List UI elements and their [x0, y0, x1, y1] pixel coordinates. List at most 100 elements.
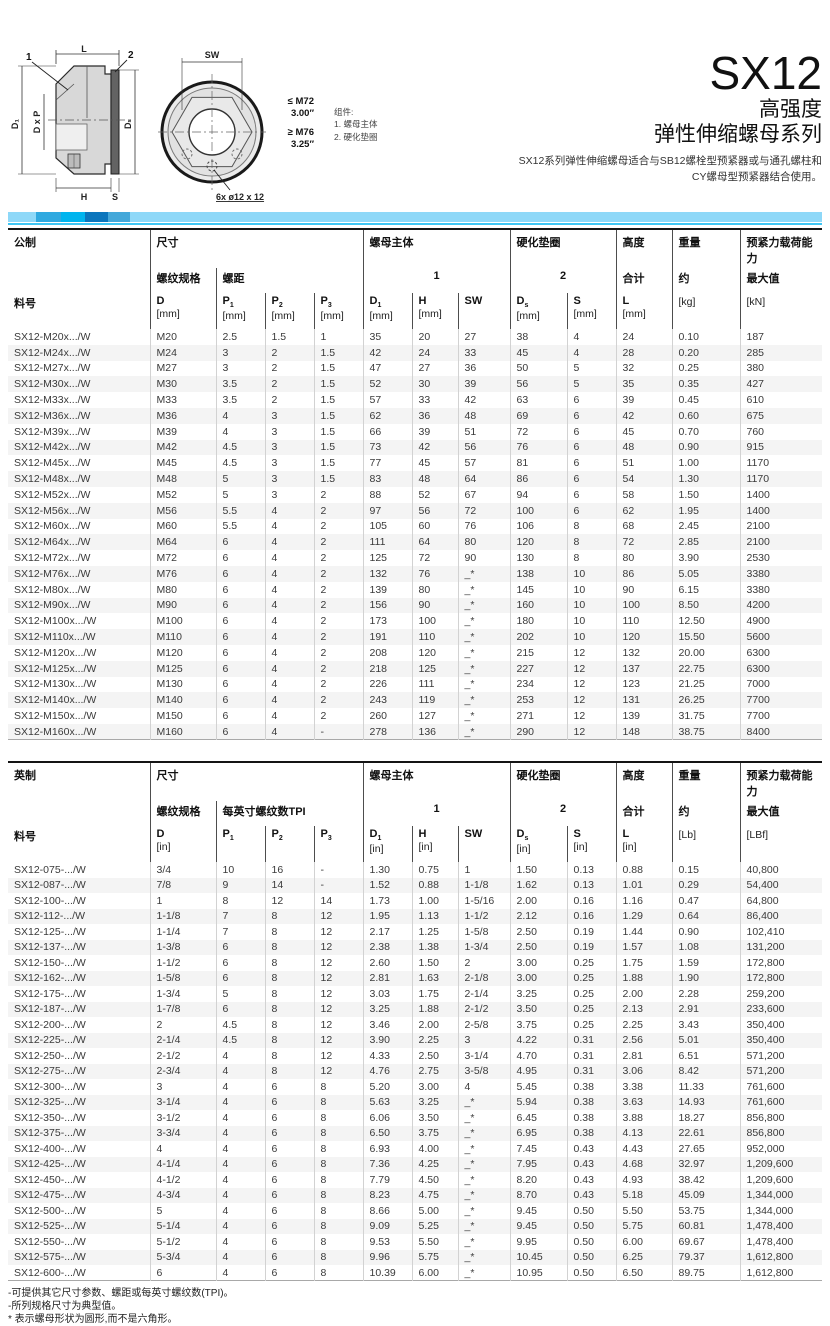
table-cell: 5600 — [746, 631, 770, 644]
table-cell: 51 — [458, 423, 511, 440]
table-cell: 9.45 — [510, 1203, 568, 1219]
table-cell: 127 — [412, 708, 459, 724]
part-number-cell: SX12-M42x.../W — [8, 439, 151, 456]
table-cell: 57 — [363, 392, 413, 408]
table-cell: 8 — [265, 924, 315, 940]
table-cell: _* — [458, 1094, 511, 1111]
column-header-symbol: SW — [458, 293, 511, 329]
table-cell: 39 — [412, 423, 459, 440]
table-cell: 131 — [616, 692, 673, 709]
group-header-nut-body: 螺母主体 — [363, 229, 511, 268]
table-cell: 0.88 — [412, 877, 459, 894]
part-number-cell: SX12-200-.../W — [8, 1017, 151, 1033]
table-cell: 2.85 — [672, 534, 741, 551]
table-cell: 12 — [314, 986, 364, 1002]
table-cell: 1400 — [746, 488, 770, 501]
table-cell: 12 — [314, 970, 364, 987]
table-cell: 0.25 — [567, 986, 617, 1002]
table-cell: 4.00 — [412, 1141, 459, 1157]
table-cell: 3.50 — [412, 1110, 459, 1126]
table-cell: 97 — [363, 502, 413, 519]
table-cell: 2.60 — [363, 955, 413, 971]
table-cell: 160 — [510, 597, 568, 614]
group-header-washer: 硬化垫圈 — [510, 762, 617, 802]
table-cell: 8 — [265, 1017, 315, 1033]
table-cell: 4.13 — [616, 1125, 673, 1142]
table-cell: 218 — [363, 660, 413, 677]
metric-table-section: 公制 尺寸 螺母主体 硬化垫圈 高度 重量 预紧力载荷能力 螺纹规格 螺距 1 2 合计约最大值 料号 D… — [8, 228, 822, 741]
table-cell: 3.75 — [412, 1125, 459, 1142]
subheader-thread-spec: 螺纹规格 — [150, 268, 217, 293]
table-cell: 6 — [216, 939, 266, 956]
table-row: SX12-M150x.../W M150 6 4 2 260 127 _* 271 12 139 31… — [8, 708, 822, 724]
table-cell: 2.28 — [672, 986, 741, 1002]
column-header-symbol: [LBf] — [740, 826, 822, 863]
table-cell: 8 — [314, 1094, 364, 1111]
table-cell: 4-1/4 — [150, 1156, 217, 1173]
table-cell: 2 — [314, 660, 364, 677]
table-cell: 0.50 — [567, 1203, 617, 1219]
table-cell: _* — [458, 1156, 511, 1173]
table-cell: 60.81 — [672, 1218, 741, 1235]
table-cell: 1.5 — [314, 455, 364, 472]
table-cell: 22.61 — [672, 1125, 741, 1142]
table-cell: 6300 — [746, 646, 770, 659]
table-cell: 6 — [567, 423, 617, 440]
table-cell: 8 — [314, 1156, 364, 1173]
footnote-3: * 表示螺母形状为圆形,而不是六角形。 — [8, 1314, 178, 1326]
table-cell: 4 — [458, 1079, 511, 1095]
callout-2-label: 2 — [128, 50, 134, 61]
table-cell: M39 — [150, 423, 217, 440]
header-spacer — [8, 268, 151, 293]
table-cell: 8 — [314, 1141, 364, 1157]
table-cell: 0.64 — [672, 908, 741, 925]
table-cell: 1.5 — [314, 407, 364, 424]
table-cell: 4 — [567, 329, 617, 345]
table-cell: 0.38 — [567, 1079, 617, 1095]
table-row: SX12-M39x.../W M39 4 3 1.5 66 39 51 72 6 45 0.70 760 — [8, 423, 822, 440]
table-cell: _* — [458, 581, 511, 598]
table-cell: 56 — [458, 439, 511, 456]
imperial-table: 英制 尺寸 螺母主体 硬化垫圈 高度 重量 预紧力载荷能力 螺纹规格 每英寸螺纹数TPI 1 2 合计… — [8, 761, 822, 1282]
table-cell: M140 — [150, 692, 217, 709]
table-cell: 1.50 — [672, 486, 741, 503]
table-cell: 7.79 — [363, 1172, 413, 1188]
table-cell: 10.95 — [510, 1265, 568, 1281]
table-cell: 3.88 — [616, 1110, 673, 1126]
table-cell: 1.57 — [616, 939, 673, 956]
subtitle-line1: 高强度 — [759, 97, 822, 121]
table-cell: _* — [458, 1141, 511, 1157]
table-cell: 9.45 — [510, 1218, 568, 1235]
table-cell: 350,400 — [746, 1034, 785, 1047]
part-number-cell: SX12-M27x.../W — [8, 360, 151, 377]
table-cell: 2.12 — [510, 908, 568, 925]
table-cell: _* — [458, 597, 511, 614]
table-row: SX12-M80x.../W M80 6 4 2 139 80 _* 145 10 90 6.15 33… — [8, 581, 822, 598]
thread-note-large: ≥ M76 — [287, 126, 314, 138]
table-cell: 3.25 — [412, 1094, 459, 1111]
table-cell: 0.50 — [567, 1234, 617, 1250]
table-cell: 915 — [746, 441, 765, 454]
column-header-symbol: S [mm] — [567, 293, 617, 329]
part-number-cell: SX12-M76x.../W — [8, 565, 151, 582]
subheader-washer-num: 2 — [510, 801, 617, 827]
table-cell: 12 — [567, 692, 617, 709]
part-number-cell: SX12-450-.../W — [8, 1172, 151, 1188]
table-row: SX12-400-.../W 4 4 6 8 6.93 4.00 _* 7.45 0.43 4.43… — [8, 1141, 822, 1157]
table-cell: 10 — [567, 613, 617, 630]
column-header-symbol: P3 — [314, 826, 364, 863]
table-cell: 73 — [363, 439, 413, 456]
table-cell: 12 — [314, 1048, 364, 1064]
table-cell: 0.25 — [567, 970, 617, 987]
table-cell: 69.67 — [672, 1234, 741, 1250]
table-cell: 8400 — [746, 725, 770, 738]
subheader-weight-approx: 约 — [672, 801, 741, 827]
table-cell: 180 — [510, 613, 568, 630]
table-cell: 62 — [363, 407, 413, 424]
table-cell: 2 — [458, 955, 511, 971]
table-cell: 6 — [265, 1125, 315, 1142]
table-cell: M30 — [150, 376, 217, 393]
table-cell: 6 — [265, 1234, 315, 1250]
table-cell: 72 — [412, 550, 459, 566]
table-cell: 119 — [412, 692, 459, 709]
